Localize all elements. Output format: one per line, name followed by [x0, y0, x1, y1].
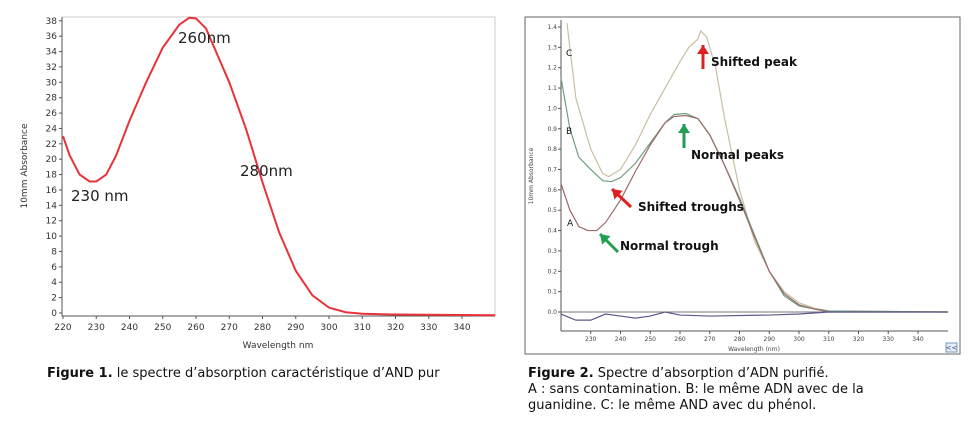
y-tick-label-2: 1.1 [547, 85, 557, 92]
x-axis-label-1: Wavelength nm [243, 341, 314, 351]
x-tick-label-1: 240 [121, 323, 138, 333]
series-label-B: B [566, 127, 572, 137]
shifted-troughs-arrow-head [612, 189, 623, 200]
y-tick-label-1: 34 [46, 48, 58, 58]
x-tick-label-2: 320 [853, 336, 865, 343]
y-tick-label-2: 0.5 [547, 207, 557, 214]
y-tick-label-2: 0.6 [547, 187, 557, 194]
y-tick-label-1: 8 [51, 247, 57, 257]
y-tick-label-1: 12 [46, 217, 57, 227]
x-tick-label-1: 290 [287, 323, 304, 333]
normal-peaks-arrow-head [678, 124, 690, 133]
figure2-caption: Figure 2. Spectre d’absorption d’ADN pur… [528, 366, 864, 414]
y-tick-label-2: 0.7 [547, 166, 557, 173]
x-axis-label-2: Wavelength (nm) [728, 346, 780, 353]
y-tick-label-1: 10 [46, 232, 58, 242]
y-tick-label-1: 22 [46, 140, 57, 150]
y-tick-label-2: 0.1 [547, 289, 557, 296]
y-tick-label-2: 0.8 [547, 146, 557, 153]
x-tick-label-1: 300 [320, 323, 337, 333]
y-tick-label-1: 36 [46, 32, 58, 42]
x-tick-label-1: 310 [354, 323, 371, 333]
figure2-line2: A : sans contamination. B: le même ADN a… [528, 382, 864, 397]
collapse-button [945, 342, 958, 353]
x-tick-label-1: 250 [154, 323, 171, 333]
series-label-C: C [566, 49, 572, 59]
x-tick-label-2: 230 [585, 336, 597, 343]
y-tick-label-1: 16 [46, 186, 58, 196]
x-tick-label-1: 220 [54, 323, 71, 333]
figure1-label: Figure 1. [47, 366, 113, 381]
x-tick-label-2: 260 [674, 336, 686, 343]
figure2-label: Figure 2. [528, 366, 594, 381]
x-tick-label-2: 240 [615, 336, 627, 343]
y-tick-label-2: 0.3 [547, 248, 557, 255]
figure2-line3: guanidine. C: le même AND avec du phénol… [528, 398, 817, 413]
y-tick-label-2: 0.0 [547, 309, 557, 316]
x-tick-label-1: 270 [221, 323, 238, 333]
shifted-peak-arrow-head [697, 45, 709, 54]
figure1-caption: Figure 1. le spectre d’absorption caract… [47, 366, 440, 382]
x-tick-label-2: 270 [704, 336, 716, 343]
y-tick-label-1: 18 [46, 171, 58, 181]
y-axis-label-2: 10mm Absorbance [528, 147, 535, 204]
plot-frame-1 [61, 16, 496, 317]
absorbance-line-1 [62, 16, 496, 317]
y-tick-label-1: 6 [51, 263, 57, 273]
x-tick-label-1: 340 [453, 323, 470, 333]
x-tick-label-2: 300 [793, 336, 805, 343]
peak-label-1: 230 nm [71, 187, 129, 205]
x-tick-label-2: 340 [912, 336, 924, 343]
annotation-label: Normal peaks [691, 148, 784, 162]
series-line-C [566, 22, 948, 313]
x-tick-label-2: 280 [734, 336, 746, 343]
x-tick-label-1: 230 [88, 323, 105, 333]
y-tick-label-2: 0.2 [547, 268, 557, 275]
y-axis-label-1: 10mm Absorbance [20, 123, 30, 208]
x-tick-label-2: 310 [823, 336, 835, 343]
y-tick-label-1: 32 [46, 63, 57, 73]
y-tick-label-1: 4 [51, 278, 57, 288]
y-tick-label-2: 1.4 [547, 24, 557, 31]
annotation-label: Shifted troughs [638, 200, 744, 214]
y-tick-label-2: 0.9 [547, 126, 557, 133]
x-tick-label-1: 320 [387, 323, 404, 333]
annotation-label: Shifted peak [711, 55, 798, 69]
x-tick-label-2: 290 [764, 336, 776, 343]
y-tick-label-1: 14 [46, 201, 58, 211]
peak-label-1: 280nm [240, 162, 293, 180]
x-tick-label-1: 260 [187, 323, 204, 333]
collapse-button-label[interactable]: << [946, 344, 958, 352]
y-tick-label-2: 1.2 [547, 65, 557, 72]
y-tick-label-1: 26 [46, 109, 58, 119]
y-tick-label-2: 0.4 [547, 228, 557, 235]
y-tick-label-1: 38 [46, 17, 58, 27]
series-line-baseline [560, 311, 948, 321]
peak-label-1: 260nm [178, 29, 231, 47]
figure1-text: le spectre d’absorption caractéristique … [112, 366, 440, 381]
y-tick-label-1: 24 [46, 124, 58, 134]
y-tick-label-1: 0 [51, 309, 57, 319]
y-tick-label-2: 1.3 [547, 44, 557, 51]
y-tick-label-1: 20 [46, 155, 58, 165]
normal-trough-arrow-head [600, 234, 611, 245]
x-tick-label-2: 330 [883, 336, 895, 343]
annotation-label: Normal trough [620, 239, 719, 253]
x-tick-label-1: 330 [420, 323, 437, 333]
series-label-A: A [567, 219, 574, 229]
x-tick-label-1: 280 [254, 323, 271, 333]
y-tick-label-1: 28 [46, 94, 58, 104]
y-tick-label-1: 30 [46, 78, 58, 88]
figure2-text: Spectre d’absorption d’ADN purifié. [593, 366, 829, 381]
y-tick-label-2: 1.0 [547, 105, 557, 112]
x-tick-label-2: 250 [645, 336, 657, 343]
chart-frame-2 [524, 16, 961, 355]
series-line-A [560, 114, 948, 313]
y-tick-label-1: 2 [51, 294, 57, 304]
series-line-B [560, 77, 948, 313]
